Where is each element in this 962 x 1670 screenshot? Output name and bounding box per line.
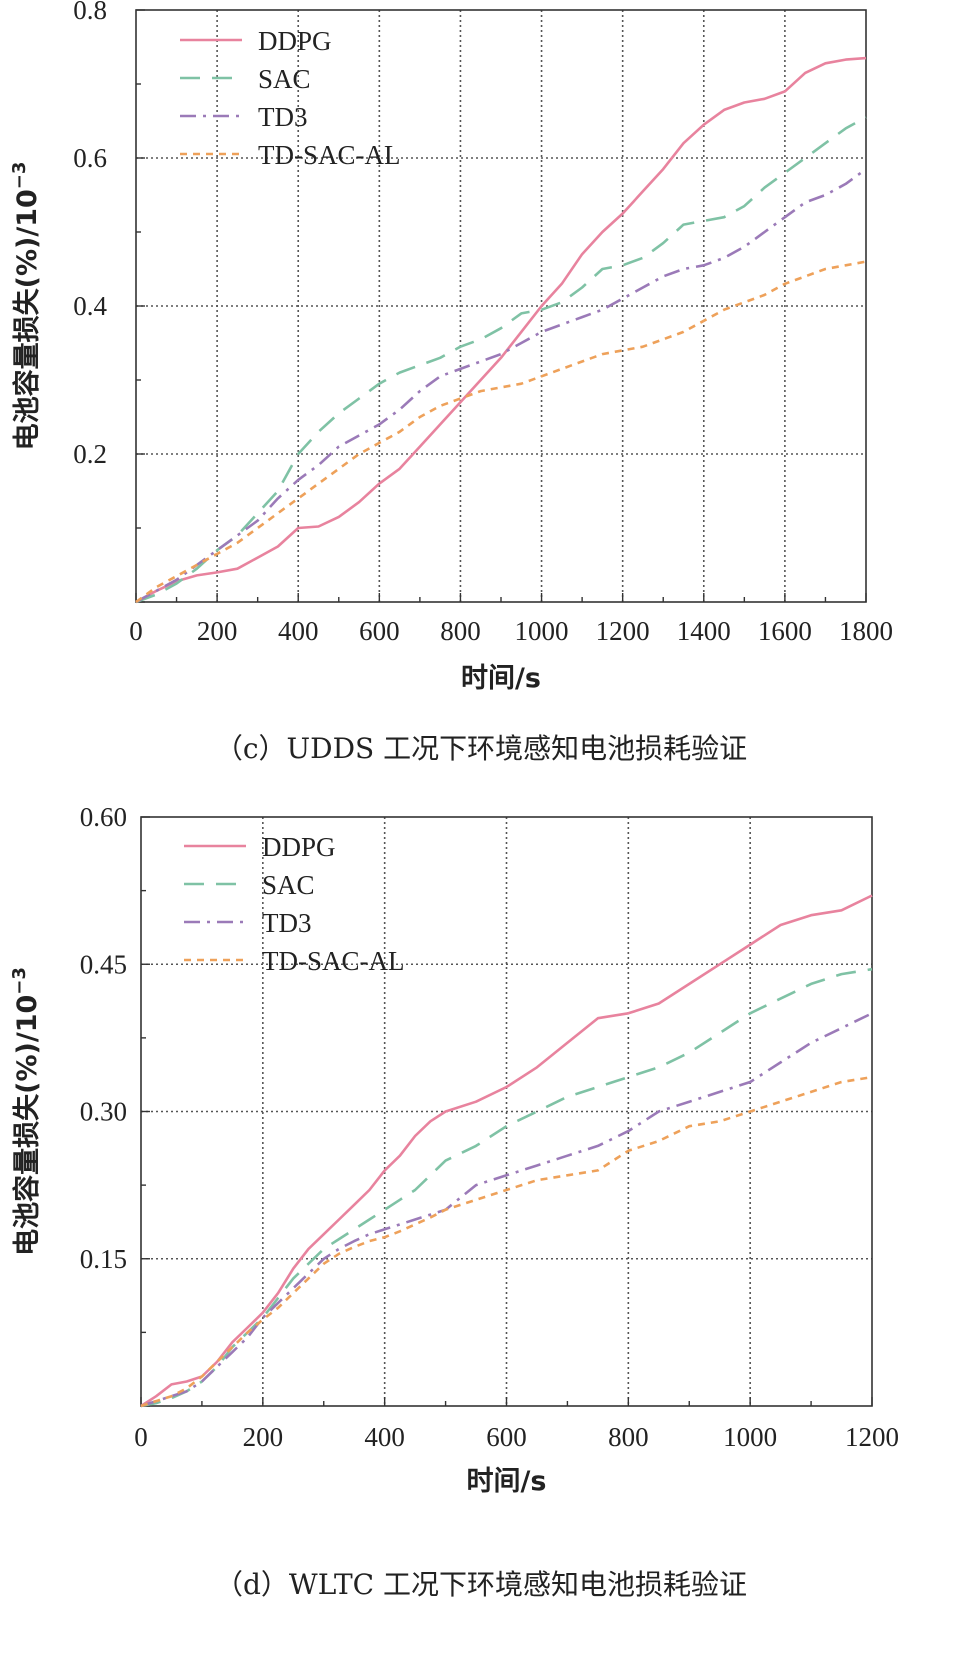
x-tick-label: 1800: [839, 616, 893, 646]
x-tick-label: 0: [134, 1422, 148, 1452]
legend-label-td3: TD3: [258, 102, 308, 132]
chart-udds: 0 200 400 600 800 1000 1200 1400 1600 1800 0.2 0.4 0…: [9, 0, 893, 765]
x-tick-label: 1200: [596, 616, 650, 646]
x-tick-label: 1600: [758, 616, 812, 646]
y-tick-label: 0.6: [73, 143, 107, 173]
y-tick-label: 0.60: [80, 802, 127, 832]
x-tick-label: 200: [243, 1422, 284, 1452]
series-line-ddpg: [135, 56, 867, 604]
x-tick-label: 0: [129, 616, 143, 646]
legend-label-ddpg: DDPG: [258, 26, 332, 56]
x-tick-label: 1000: [723, 1422, 777, 1452]
y-tick-label: 0.30: [80, 1097, 127, 1127]
figure-caption: （d）WLTC 工况下环境感知电池损耗验证: [215, 1568, 747, 1601]
legend-label-td-sac-al: TD-SAC-AL: [258, 140, 401, 170]
x-tick-label: 1200: [845, 1422, 899, 1452]
legend-label-ddpg: DDPG: [262, 832, 336, 862]
chart-wltc: 0 200 400 600 800 1000 1200 0.15 0.30 0.45 0.60 时间/…: [9, 802, 899, 1601]
legend: DDPG SAC TD3 TD-SAC-AL: [180, 26, 401, 170]
y-tick-label: 0.15: [80, 1244, 127, 1274]
x-tick-label: 400: [364, 1422, 405, 1452]
y-tick-label: 0.2: [73, 439, 107, 469]
x-axis-label: 时间/s: [461, 663, 541, 694]
x-axis-label: 时间/s: [467, 1466, 547, 1497]
y-tick-label: 0.4: [73, 291, 107, 321]
legend-label-sac: SAC: [258, 64, 311, 94]
x-tick-label: 1400: [677, 616, 731, 646]
series-line-td3: [140, 1012, 873, 1408]
y-tick-label: 0.8: [73, 0, 107, 25]
series-line-td-sac-al: [135, 260, 867, 604]
legend-label-td3: TD3: [262, 908, 312, 938]
series-line-td-sac-al: [140, 1075, 873, 1408]
legend: DDPG SAC TD3 TD-SAC-AL: [184, 832, 405, 976]
x-tick-label: 600: [359, 616, 400, 646]
x-tick-label: 1000: [515, 616, 569, 646]
x-tick-label: 800: [608, 1422, 649, 1452]
series-line-sac: [140, 967, 873, 1408]
x-tick-label: 600: [486, 1422, 527, 1452]
y-axis-label: 电池容量损失(%)/10−3: [9, 162, 43, 451]
x-tick-label: 800: [440, 616, 481, 646]
legend-label-td-sac-al: TD-SAC-AL: [262, 946, 405, 976]
series-line-td3: [135, 168, 867, 604]
legend-label-sac: SAC: [262, 870, 315, 900]
series-line-sac: [135, 116, 867, 604]
x-tick-label: 400: [278, 616, 319, 646]
y-tick-label: 0.45: [80, 949, 127, 979]
x-tick-label: 200: [197, 616, 238, 646]
y-axis-label: 电池容量损失(%)/10−3: [9, 967, 43, 1256]
figure-caption: （c）UDDS 工况下环境感知电池损耗验证: [215, 732, 747, 765]
series-line-ddpg: [140, 894, 873, 1408]
